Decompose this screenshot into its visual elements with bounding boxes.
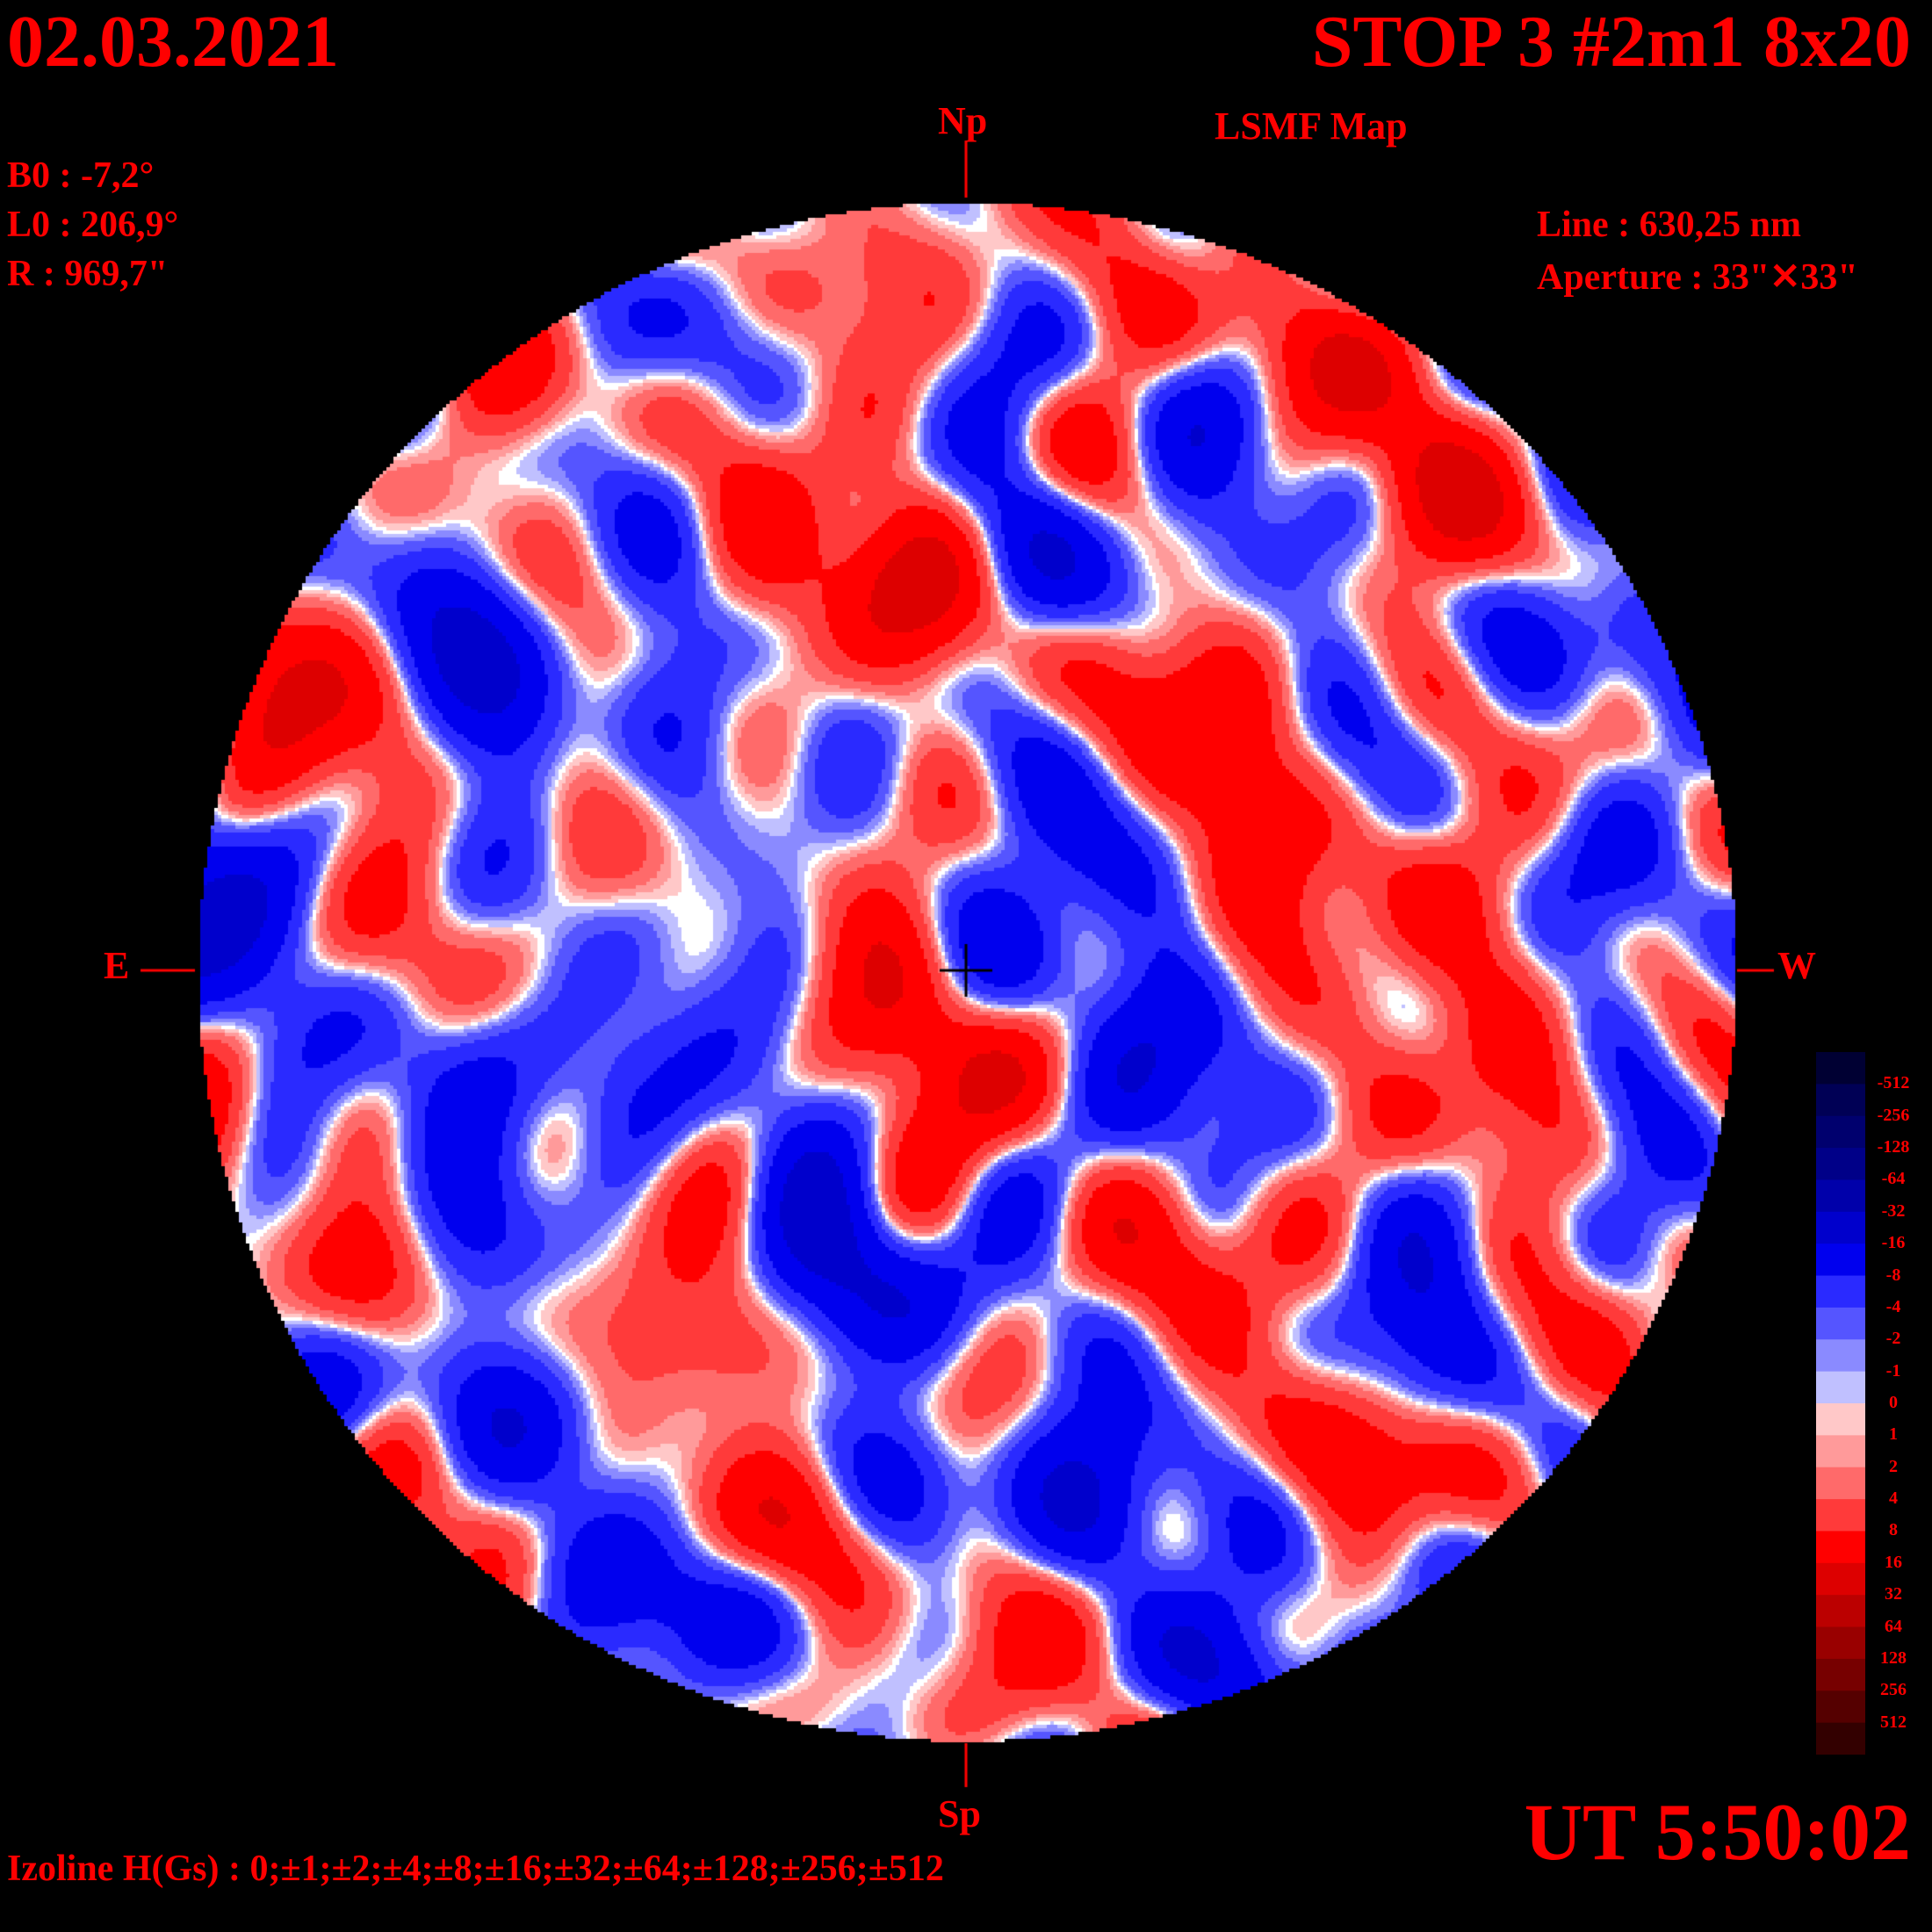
- colorbar-swatch: [1816, 1403, 1865, 1436]
- observation-title: STOP 3 #2m1 8x20: [1311, 1, 1911, 83]
- colorbar-tick-label: -2: [1885, 1329, 1901, 1349]
- colorbar-swatch: [1816, 1435, 1865, 1468]
- colorbar-tick-label: -64: [1881, 1169, 1906, 1189]
- east-label: E: [104, 944, 130, 987]
- colorbar-swatch: [1816, 1148, 1865, 1180]
- colorbar-tick-label: 0: [1889, 1393, 1898, 1412]
- colorbar-swatch: [1816, 1244, 1865, 1277]
- map-type-label: LSMF Map: [1215, 105, 1408, 148]
- colorbar-swatch: [1816, 1307, 1865, 1340]
- colorbar-swatch: [1816, 1339, 1865, 1373]
- south-pole-label: Sp: [938, 1792, 981, 1835]
- colorbar: [1816, 1052, 1865, 1755]
- colorbar-swatch: [1816, 1052, 1865, 1085]
- colorbar-tick-label: 64: [1885, 1616, 1902, 1636]
- colorbar-swatch: [1816, 1275, 1865, 1308]
- colorbar-tick-label: 1: [1889, 1424, 1898, 1445]
- colorbar-tick-label: 32: [1885, 1584, 1902, 1604]
- colorbar-swatch: [1816, 1722, 1865, 1755]
- l0-value: L0 : 206,9°: [7, 205, 179, 245]
- colorbar-tick-label: -512: [1877, 1073, 1910, 1093]
- colorbar-tick-label: -32: [1881, 1200, 1906, 1221]
- colorbar-tick-label: -16: [1881, 1233, 1906, 1253]
- west-label: W: [1777, 944, 1816, 987]
- colorbar-swatch: [1816, 1595, 1865, 1628]
- colorbar-tick-label: 16: [1885, 1552, 1902, 1572]
- izoline-legend: Izoline H(Gs) : 0;±1;±2;±4;±8;±16;±32;±6…: [7, 1849, 944, 1889]
- ut-time: UT 5:50:02: [1524, 1787, 1911, 1877]
- colorbar-swatch: [1816, 1467, 1865, 1500]
- north-pole-label: Np: [938, 99, 988, 142]
- colorbar-tick-label: -4: [1885, 1296, 1901, 1316]
- colorbar-tick-label: 512: [1880, 1712, 1907, 1732]
- radius-value: R : 969,7": [7, 254, 169, 294]
- date-label: 02.03.2021: [7, 1, 339, 83]
- colorbar-swatch: [1816, 1690, 1865, 1724]
- colorbar-tick-label: 128: [1880, 1647, 1907, 1668]
- colorbar-swatch: [1816, 1084, 1865, 1117]
- colorbar-tick-label: -128: [1877, 1137, 1910, 1157]
- colorbar-swatch: [1816, 1626, 1865, 1660]
- colorbar-tick-label: 2: [1889, 1456, 1898, 1476]
- colorbar-swatch: [1816, 1211, 1865, 1244]
- b0-value: B0 : -7,2°: [7, 155, 155, 196]
- colorbar-swatch: [1816, 1371, 1865, 1404]
- colorbar-swatch: [1816, 1562, 1865, 1596]
- colorbar-tick-label: 256: [1880, 1680, 1907, 1700]
- colorbar-tick-label: -1: [1885, 1360, 1901, 1381]
- colorbar-swatch: [1816, 1531, 1865, 1564]
- colorbar-swatch: [1816, 1179, 1865, 1213]
- line-wavelength: Line : 630,25 nm: [1537, 205, 1802, 245]
- colorbar-swatch: [1816, 1658, 1865, 1691]
- colorbar-swatch: [1816, 1115, 1865, 1149]
- colorbar-swatch: [1816, 1499, 1865, 1532]
- aperture-value: Aperture : 33"✕33": [1537, 257, 1858, 298]
- colorbar-tick-label: 4: [1889, 1489, 1898, 1509]
- colorbar-tick-label: 8: [1889, 1520, 1898, 1540]
- colorbar-tick-label: -256: [1877, 1105, 1910, 1125]
- colorbar-tick-label: -8: [1885, 1265, 1901, 1285]
